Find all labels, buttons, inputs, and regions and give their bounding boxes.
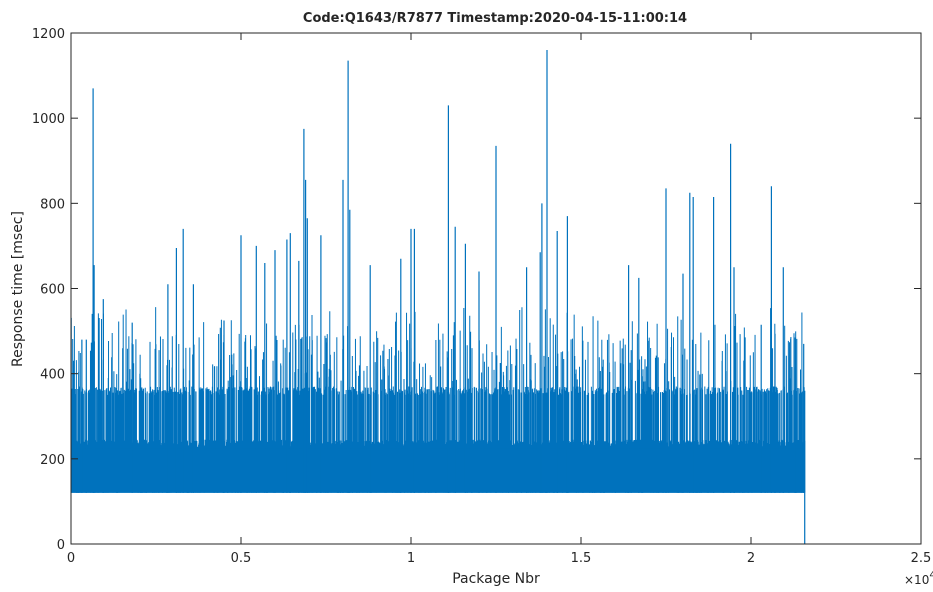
x-axis-label: Package Nbr bbox=[452, 571, 540, 587]
y-axis-label: Response time [msec] bbox=[10, 211, 26, 367]
ticks-layer: 0 0.5 1 1.5 2 2.5 0 200 400 600 800 1000 1200 bbox=[32, 27, 931, 566]
chart-title: Code:Q1643/R7877 Timestamp:2020-04-15-11… bbox=[303, 11, 687, 26]
x-tick-label: 0 bbox=[67, 551, 75, 566]
series-layer bbox=[70, 50, 806, 544]
series-band bbox=[71, 448, 805, 493]
axes-box bbox=[70, 32, 922, 545]
y-tick-label: 1200 bbox=[32, 27, 65, 42]
x-tick-label: 2 bbox=[747, 551, 755, 566]
y-tick-label: 800 bbox=[40, 197, 65, 212]
y-tick-label: 1000 bbox=[32, 112, 65, 127]
x-tick-label: 1.5 bbox=[571, 551, 592, 566]
x-tick-label: 0.5 bbox=[231, 551, 252, 566]
y-tick-label: 600 bbox=[40, 283, 65, 298]
y-tick-label: 400 bbox=[40, 368, 65, 383]
x-tick-label: 1 bbox=[407, 551, 415, 566]
x-multiplier-exponent: 4 bbox=[929, 570, 933, 581]
y-tick-label: 200 bbox=[40, 453, 65, 468]
x-multiplier-base: ×10 bbox=[904, 573, 929, 587]
x-tick-label: 2.5 bbox=[911, 551, 932, 566]
x-multiplier: ×104 bbox=[904, 570, 933, 587]
y-tick-label: 0 bbox=[57, 538, 65, 553]
